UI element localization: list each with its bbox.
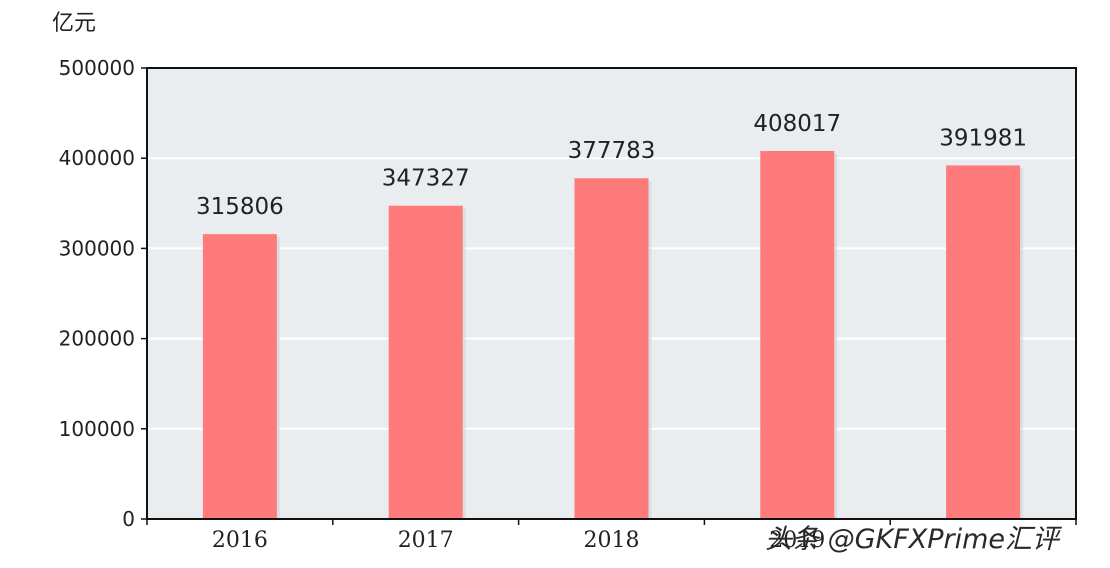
x-tick-label: 2019 — [769, 528, 825, 553]
x-tick-label: 2017 — [398, 528, 454, 553]
y-tick-label: 100000 — [59, 417, 135, 441]
x-axis-ticks: 2016 2017 2018 2019 — [146, 519, 1077, 553]
bar-2017 — [388, 205, 463, 519]
plot-frame — [146, 67, 1077, 520]
value-label: 408017 — [753, 111, 841, 137]
x-tick-label: 2016 — [212, 528, 268, 553]
bars — [202, 150, 1024, 519]
y-axis-ticks: 0 100000 200000 300000 400000 500000 — [59, 56, 147, 531]
value-label: 347327 — [382, 166, 470, 192]
bar-2019 — [760, 150, 835, 519]
bar-2020 — [946, 165, 1021, 519]
y-tick-label: 300000 — [59, 236, 135, 260]
x-tick-label: 2018 — [584, 528, 640, 553]
value-label: 315806 — [196, 194, 284, 220]
y-axis-unit: 亿元 — [52, 11, 96, 36]
value-label: 391981 — [939, 125, 1027, 151]
bar-2016 — [202, 234, 277, 519]
y-tick-label: 500000 — [59, 56, 135, 80]
bar-2018 — [574, 178, 649, 519]
value-label: 377783 — [568, 138, 656, 164]
value-labels: 315806 347327 377783 408017 391981 — [196, 111, 1027, 220]
y-tick-label: 200000 — [59, 327, 135, 351]
watermark: 头条 @GKFXPrime汇评 — [765, 524, 1063, 555]
y-tick-label: 0 — [122, 507, 135, 531]
y-tick-label: 400000 — [59, 146, 135, 170]
